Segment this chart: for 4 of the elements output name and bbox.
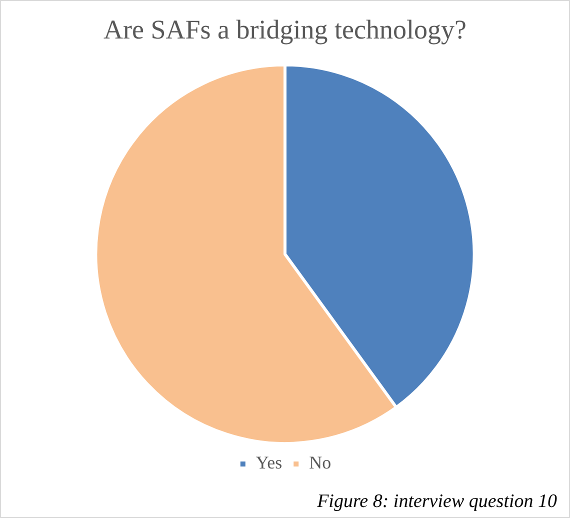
chart-title: Are SAFs a bridging technology?: [104, 14, 466, 44]
caption: Figure 8: interview question 10: [317, 491, 557, 513]
legend-label: Yes: [256, 452, 282, 473]
legend-label: No: [309, 452, 332, 473]
